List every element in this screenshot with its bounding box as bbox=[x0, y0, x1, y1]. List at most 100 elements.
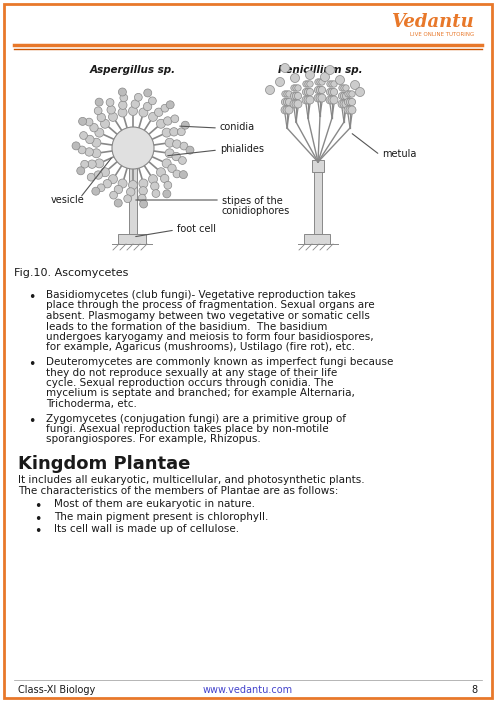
Circle shape bbox=[72, 142, 80, 150]
Circle shape bbox=[330, 96, 338, 104]
Circle shape bbox=[81, 160, 89, 168]
Circle shape bbox=[326, 96, 334, 104]
Circle shape bbox=[139, 179, 148, 188]
Text: absent. Plasmogamy between two vegetative or somatic cells: absent. Plasmogamy between two vegetativ… bbox=[46, 311, 370, 321]
Circle shape bbox=[162, 159, 171, 168]
Text: •: • bbox=[28, 358, 35, 371]
Circle shape bbox=[342, 100, 350, 108]
Circle shape bbox=[85, 148, 93, 156]
Circle shape bbox=[164, 181, 172, 189]
Circle shape bbox=[78, 146, 86, 154]
Text: Most of them are eukaryotic in nature.: Most of them are eukaryotic in nature. bbox=[54, 499, 255, 509]
Circle shape bbox=[139, 187, 147, 195]
Circle shape bbox=[171, 115, 179, 123]
Circle shape bbox=[107, 105, 116, 114]
Circle shape bbox=[328, 96, 336, 104]
Circle shape bbox=[88, 160, 96, 168]
Polygon shape bbox=[170, 380, 420, 690]
Circle shape bbox=[291, 85, 297, 91]
Circle shape bbox=[335, 76, 345, 84]
Circle shape bbox=[119, 88, 126, 96]
Circle shape bbox=[320, 72, 329, 81]
Text: undergoes karyogamy and meiosis to form four basidiospores,: undergoes karyogamy and meiosis to form … bbox=[46, 332, 373, 342]
Circle shape bbox=[305, 81, 311, 87]
Circle shape bbox=[95, 159, 104, 168]
Circle shape bbox=[114, 185, 123, 194]
Circle shape bbox=[281, 63, 290, 72]
Circle shape bbox=[85, 118, 93, 126]
Circle shape bbox=[186, 146, 194, 154]
Circle shape bbox=[294, 100, 302, 108]
Circle shape bbox=[303, 88, 310, 95]
Circle shape bbox=[348, 106, 356, 114]
Circle shape bbox=[281, 98, 289, 105]
Circle shape bbox=[317, 79, 323, 85]
Circle shape bbox=[316, 94, 324, 102]
Circle shape bbox=[128, 180, 137, 190]
Circle shape bbox=[92, 138, 101, 147]
Bar bbox=[129, 148, 137, 236]
Text: conidiophores: conidiophores bbox=[222, 206, 290, 216]
Circle shape bbox=[131, 100, 139, 108]
Circle shape bbox=[80, 131, 87, 140]
Circle shape bbox=[152, 190, 160, 197]
Text: they do not reproduce sexually at any stage of their life: they do not reproduce sexually at any st… bbox=[46, 368, 337, 378]
Text: 8: 8 bbox=[472, 685, 478, 695]
Circle shape bbox=[328, 88, 336, 95]
Circle shape bbox=[179, 157, 186, 164]
Circle shape bbox=[156, 168, 166, 177]
Circle shape bbox=[305, 88, 311, 95]
Bar bbox=[304, 234, 330, 244]
Circle shape bbox=[112, 127, 154, 169]
Circle shape bbox=[284, 91, 290, 97]
Circle shape bbox=[166, 101, 174, 109]
Circle shape bbox=[78, 117, 87, 126]
Circle shape bbox=[94, 107, 102, 114]
Circle shape bbox=[319, 79, 325, 85]
Circle shape bbox=[97, 184, 105, 192]
Text: It includes all eukaryotic, multicellular, and photosynthetic plants.: It includes all eukaryotic, multicellula… bbox=[18, 475, 365, 485]
Circle shape bbox=[95, 128, 104, 137]
Circle shape bbox=[285, 98, 293, 105]
Circle shape bbox=[144, 89, 152, 97]
Circle shape bbox=[120, 94, 128, 102]
Bar bbox=[312, 160, 324, 172]
Circle shape bbox=[148, 112, 158, 121]
Text: Fig.10. Ascomycetes: Fig.10. Ascomycetes bbox=[14, 268, 128, 278]
Circle shape bbox=[165, 138, 174, 147]
Circle shape bbox=[356, 88, 365, 96]
Text: sporangiospores. For example, Rhizopus.: sporangiospores. For example, Rhizopus. bbox=[46, 435, 261, 444]
Text: The main pigment present is chlorophyll.: The main pigment present is chlorophyll. bbox=[54, 512, 268, 522]
Text: place through the process of fragmentation. Sexual organs are: place through the process of fragmentati… bbox=[46, 300, 374, 310]
Circle shape bbox=[290, 93, 298, 100]
Circle shape bbox=[148, 97, 156, 105]
Circle shape bbox=[95, 98, 103, 106]
Circle shape bbox=[97, 113, 106, 121]
Text: •: • bbox=[34, 512, 41, 526]
Circle shape bbox=[118, 179, 127, 188]
Circle shape bbox=[180, 171, 187, 178]
Circle shape bbox=[292, 100, 300, 108]
Circle shape bbox=[307, 81, 313, 87]
Text: leads to the formation of the basidium.  The basidium: leads to the formation of the basidium. … bbox=[46, 322, 327, 331]
Circle shape bbox=[168, 164, 176, 173]
Circle shape bbox=[128, 107, 137, 116]
Circle shape bbox=[281, 106, 289, 114]
Text: metula: metula bbox=[382, 149, 416, 159]
Circle shape bbox=[304, 96, 312, 104]
Text: vesicle: vesicle bbox=[51, 195, 85, 205]
Circle shape bbox=[181, 121, 189, 129]
Circle shape bbox=[109, 112, 118, 121]
Circle shape bbox=[293, 85, 299, 91]
Circle shape bbox=[285, 106, 293, 114]
Text: Zygomycetes (conjugation fungi) are a primitive group of: Zygomycetes (conjugation fungi) are a pr… bbox=[46, 413, 346, 423]
Circle shape bbox=[156, 119, 166, 128]
Circle shape bbox=[344, 98, 352, 105]
Text: •: • bbox=[34, 525, 41, 538]
Text: www.vedantu.com: www.vedantu.com bbox=[203, 685, 293, 695]
Circle shape bbox=[295, 85, 301, 91]
Circle shape bbox=[316, 86, 323, 93]
Circle shape bbox=[330, 88, 338, 95]
Circle shape bbox=[265, 86, 274, 95]
Text: for example, Agaricus (mushrooms), Ustilago (fire rot), etc.: for example, Agaricus (mushrooms), Ustil… bbox=[46, 343, 355, 352]
